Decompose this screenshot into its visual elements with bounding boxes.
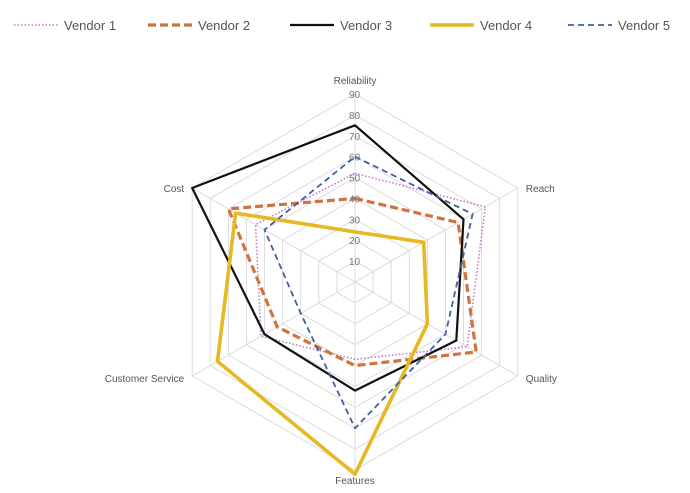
tick-label-30: 30	[349, 215, 361, 226]
tick-label-20: 20	[349, 236, 361, 247]
radar-tick-labels: 10 20 30 40 50 60 70 80 90	[349, 90, 361, 268]
legend-item-vendor-3: Vendor 3	[290, 18, 392, 33]
series-line-vendor-5	[263, 155, 474, 430]
tick-label-40: 40	[349, 194, 361, 205]
series-line-vendor-3	[191, 124, 465, 392]
spoke-reach	[354, 187, 519, 283]
tick-label-80: 80	[349, 111, 361, 122]
tick-label-90: 90	[349, 90, 361, 101]
legend-label-vendor-4: Vendor 4	[480, 18, 532, 33]
axis-label-reliability: Reliability	[334, 76, 377, 87]
axis-label-customer-service: Customer Service	[105, 374, 185, 385]
spoke-cost	[191, 187, 356, 283]
legend: Vendor 1 Vendor 2 Vendor 3 Vendor 4 Vendor 5	[14, 18, 670, 33]
legend-item-vendor-2: Vendor 2	[148, 18, 250, 33]
radar-axis-labels: Reliability Reach Quality Features Customer …	[105, 76, 557, 487]
legend-label-vendor-3: Vendor 3	[340, 18, 392, 33]
tick-label-10: 10	[349, 257, 361, 268]
tick-label-70: 70	[349, 132, 361, 143]
axis-label-quality: Quality	[526, 374, 557, 385]
legend-label-vendor-5: Vendor 5	[618, 18, 670, 33]
axis-label-features: Features	[335, 476, 374, 487]
spoke-quality	[354, 281, 519, 377]
legend-item-vendor-5: Vendor 5	[568, 18, 670, 33]
tick-label-50: 50	[349, 174, 361, 185]
radar-series	[191, 124, 487, 477]
legend-label-vendor-2: Vendor 2	[198, 18, 250, 33]
axis-label-cost: Cost	[164, 184, 185, 195]
legend-label-vendor-1: Vendor 1	[64, 18, 116, 33]
axis-label-reach: Reach	[526, 184, 555, 195]
radar-spokes	[191, 94, 519, 470]
legend-item-vendor-4: Vendor 4	[430, 18, 532, 33]
tick-label-60: 60	[349, 153, 361, 164]
series-line-vendor-4	[215, 211, 430, 477]
legend-item-vendor-1: Vendor 1	[14, 18, 116, 33]
series-line-vendor-1	[254, 172, 487, 361]
